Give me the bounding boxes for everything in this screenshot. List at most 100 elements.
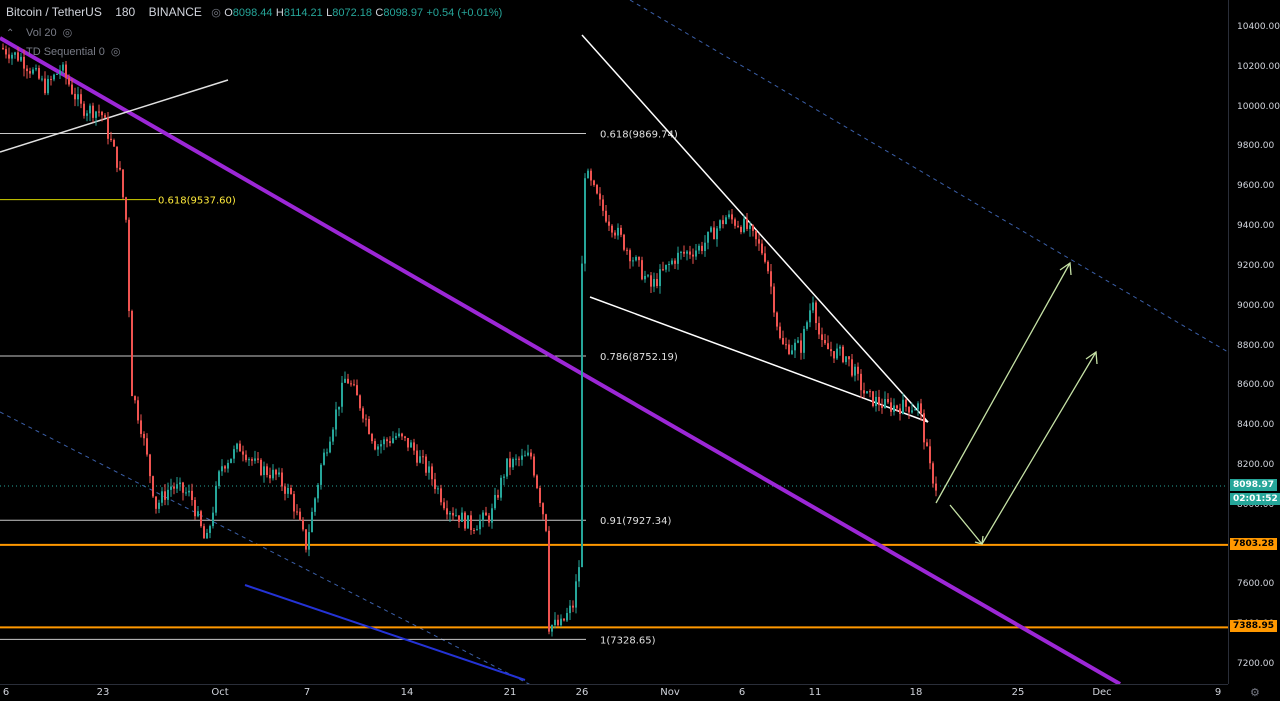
candle-body [737, 225, 739, 227]
candle-body [194, 500, 196, 517]
last-price-tag: 8098.97 [1230, 479, 1277, 492]
candle-body [773, 286, 775, 313]
candle-body [644, 275, 646, 280]
eye-icon[interactable]: ◎ [62, 27, 73, 39]
collapse-chevron-icon[interactable]: ⌃ [6, 28, 15, 39]
candle-body [641, 260, 643, 280]
candle-body [569, 605, 571, 614]
candle-body [419, 456, 421, 463]
candle-body [932, 463, 934, 484]
candle-body [524, 455, 526, 457]
candle-body [602, 199, 604, 211]
low-value: 8072.18 [332, 7, 373, 19]
candle-body [497, 494, 499, 498]
fib-label: 0.786(8752.19) [600, 352, 678, 363]
candle-body [839, 346, 841, 349]
candle-body [734, 219, 736, 226]
candle-body [170, 486, 172, 490]
candle-body [98, 111, 100, 113]
time-tick-label: 14 [400, 687, 414, 698]
candle-body [95, 111, 97, 118]
candle-body [293, 494, 295, 512]
candle-body [77, 94, 79, 100]
price-chart[interactable]: 0.618(9869.74) 0.618(9537.60) 0.786(8752.1… [0, 0, 1228, 684]
candle-body [560, 618, 562, 626]
candle-body [377, 446, 379, 450]
candle-body [29, 71, 31, 74]
time-axis[interactable]: 6 23 Oct 7 14 21 26 Nov 6 11 18 25 Dec 9 [0, 684, 1228, 701]
candle-body [590, 170, 592, 181]
candle-body [212, 512, 214, 527]
gear-icon[interactable]: ⚙ [1250, 687, 1260, 699]
candle-body [26, 68, 28, 72]
arrow-head-icon [974, 535, 984, 545]
candle-body [431, 466, 433, 480]
candle-body [314, 498, 316, 512]
fib-label: 0.618(9537.60) [158, 196, 236, 207]
candle-body [893, 405, 895, 412]
candle-body [44, 78, 46, 94]
candle-body [47, 78, 49, 94]
candle-body [80, 94, 82, 104]
symbol-name[interactable]: Bitcoin / TetherUS [6, 5, 102, 19]
price-tick-label: 8400.00 [1237, 420, 1275, 431]
candle-body [272, 469, 274, 479]
candle-body [659, 269, 661, 287]
candle-body [491, 508, 493, 523]
candle-body [203, 526, 205, 539]
candle-body [398, 433, 400, 437]
candle-body [332, 429, 334, 442]
candle-body [470, 515, 472, 531]
candle-body [833, 351, 835, 359]
candle-body [905, 399, 907, 407]
indicator-vol[interactable]: Vol 20 ◎ [26, 27, 73, 39]
arrow-head-icon [1059, 261, 1072, 276]
candle-body [56, 73, 58, 75]
candle-body [908, 406, 910, 413]
candle-body [842, 346, 844, 363]
fib-label: 0.618(9869.74) [600, 130, 678, 141]
candle-body [368, 418, 370, 434]
candle-body [896, 405, 898, 409]
candle-body [320, 464, 322, 485]
candle-body [191, 490, 193, 501]
interval[interactable]: 180 [115, 5, 136, 19]
candle-body [446, 508, 448, 515]
candle-body [71, 84, 73, 94]
candle-body [668, 264, 670, 266]
candle-body [917, 403, 919, 410]
eye-icon[interactable]: ◎ [211, 7, 221, 19]
candle-body [923, 413, 925, 443]
open-value: 8098.44 [232, 7, 273, 19]
candle-body [776, 312, 778, 327]
indicator-td-sequential[interactable]: TD Sequential 0 ◎ [26, 46, 121, 58]
candle-body [443, 502, 445, 509]
time-tick-label: 6 [2, 687, 10, 698]
candle-body [482, 512, 484, 521]
candle-body [158, 502, 160, 509]
candle-body [152, 476, 154, 497]
arrow-head-icon [1085, 350, 1098, 365]
candle-body [239, 443, 241, 452]
candle-body [845, 356, 847, 363]
candle-body [122, 169, 124, 198]
price-tick-label: 8800.00 [1237, 340, 1275, 351]
candle-body [698, 245, 700, 251]
candle-body [218, 471, 220, 486]
candle-body [50, 78, 52, 80]
candle-body [146, 438, 148, 455]
candle-body [935, 483, 937, 491]
price-axis[interactable]: 10400.00 10200.00 10000.00 9800.00 9600.00 94… [1228, 0, 1280, 684]
candle-body [575, 581, 577, 608]
candle-body [89, 105, 91, 114]
candle-body [233, 449, 235, 459]
candle-body [746, 218, 748, 229]
candle-body [434, 479, 436, 490]
eye-icon[interactable]: ◎ [110, 46, 121, 58]
price-tick-label: 10400.00 [1237, 22, 1280, 32]
chart-area[interactable]: 0.618(9869.74) 0.618(9537.60) 0.786(8752.1… [0, 0, 1228, 684]
candle-body [473, 530, 475, 532]
time-tick-label: 26 [575, 687, 589, 698]
candle-body [707, 231, 709, 243]
candle-body [347, 378, 349, 384]
